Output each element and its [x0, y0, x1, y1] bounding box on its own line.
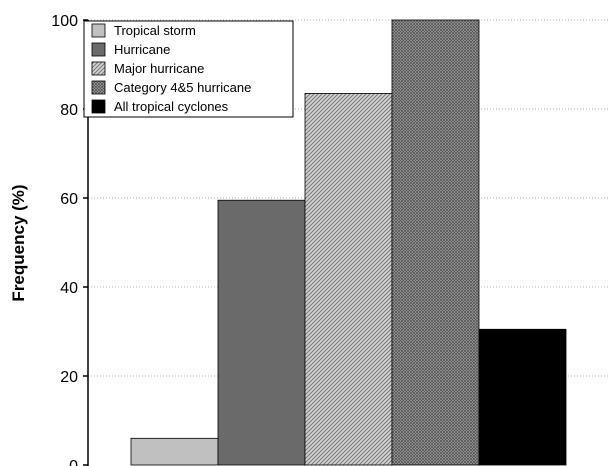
legend-label: Major hurricane [114, 61, 204, 76]
y-tick-label: 0 [69, 458, 78, 466]
legend-swatch [91, 80, 106, 95]
bar-tropical-storm [130, 437, 219, 466]
legend-label: All tropical cyclones [114, 99, 229, 114]
y-tick-label: 60 [60, 191, 78, 208]
legend-swatch [91, 42, 106, 57]
legend-label: Tropical storm [114, 23, 196, 38]
bars [130, 19, 567, 466]
legend-swatch [91, 99, 106, 114]
y-tick-label: 40 [60, 280, 78, 297]
legend-swatch [91, 23, 106, 38]
legend-label: Category 4&5 hurricane [114, 80, 251, 95]
legend-box [83, 20, 294, 118]
legend-label: Hurricane [114, 42, 170, 57]
bar-all-tropical-cyclones [478, 328, 567, 466]
bar-hurricane [217, 199, 306, 466]
bar-category-4-5-hurricane [391, 19, 480, 466]
legend-swatch [91, 61, 106, 76]
y-tick-label: 20 [60, 369, 78, 386]
y-tick-label: 100 [51, 13, 78, 30]
legend: Tropical storm Hurricane Major hurricane Ca… [83, 20, 294, 118]
y-axis-ticks: 0 20 40 60 80 100 [51, 13, 88, 466]
bar-major-hurricane [304, 93, 393, 466]
y-tick-label: 80 [60, 102, 78, 119]
y-axis-label: Frequency (%) [9, 184, 28, 301]
